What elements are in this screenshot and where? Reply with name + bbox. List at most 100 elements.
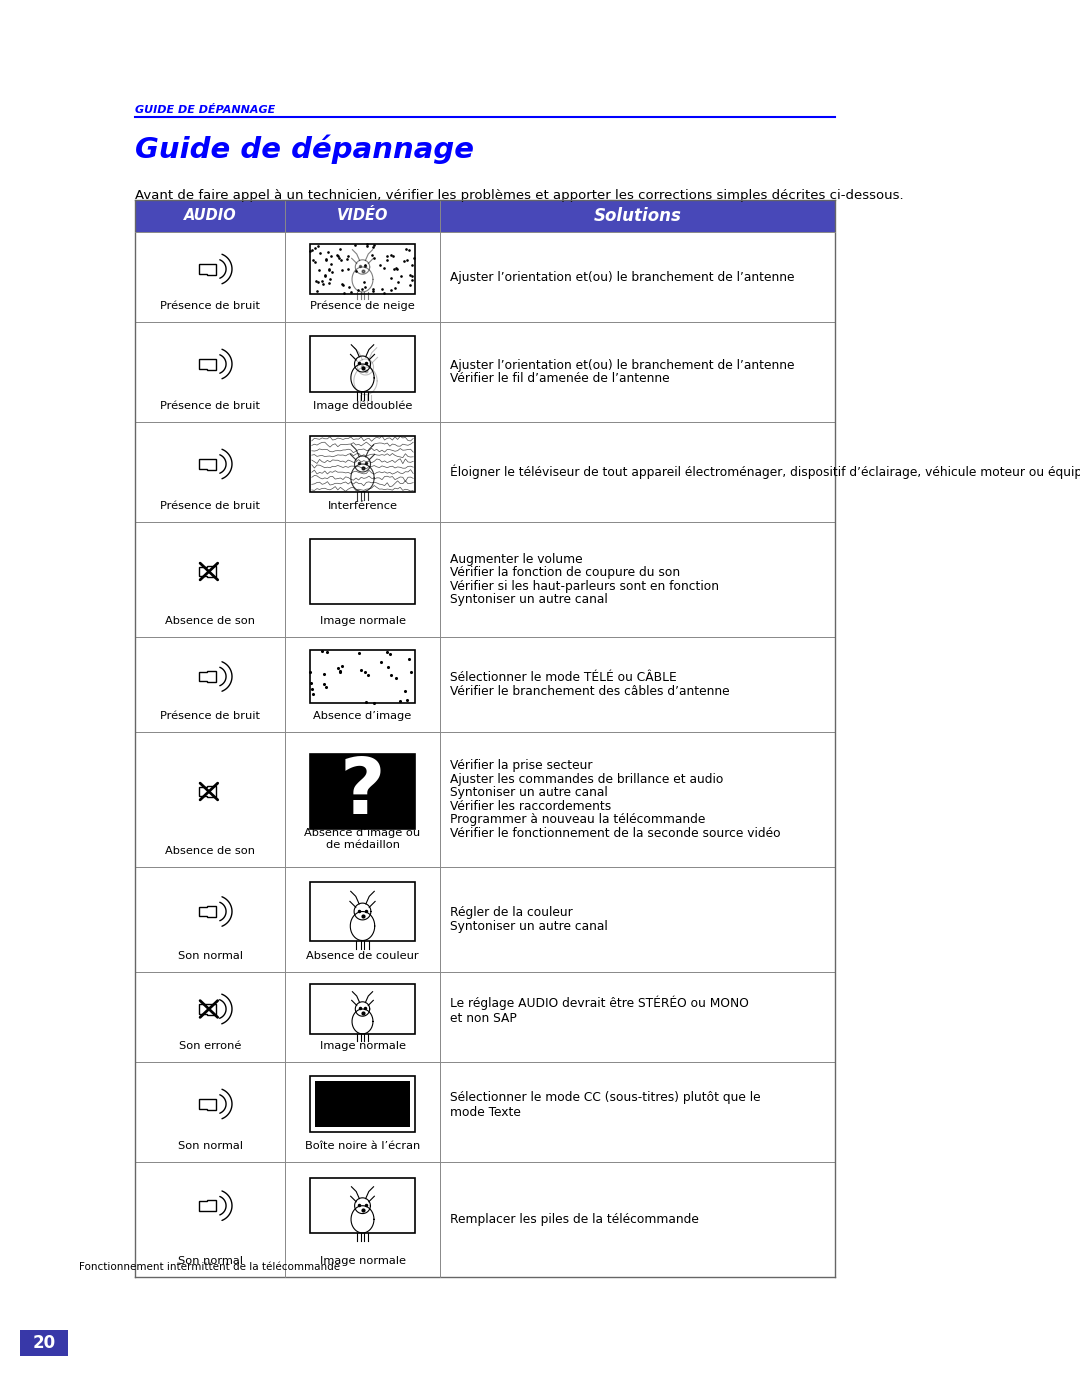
Point xyxy=(382,267,400,289)
Point xyxy=(356,661,374,683)
Point xyxy=(316,264,334,286)
Point xyxy=(305,249,322,271)
Point xyxy=(329,246,347,268)
Point xyxy=(347,233,364,256)
Point xyxy=(332,661,349,683)
Text: Sélectionner le mode TÉLÉ ou CÂBLE: Sélectionner le mode TÉLÉ ou CÂBLE xyxy=(450,671,677,685)
Text: Son erroné: Son erroné xyxy=(179,1041,241,1051)
Point xyxy=(310,258,327,281)
Point xyxy=(399,249,416,271)
Text: Remplacer les piles de la télécommande: Remplacer les piles de la télécommande xyxy=(450,1213,699,1227)
Bar xyxy=(314,1081,410,1127)
Point xyxy=(334,655,351,678)
Text: Régler de la couleur: Régler de la couleur xyxy=(450,907,572,919)
Point xyxy=(319,240,336,263)
Point xyxy=(397,237,415,260)
Polygon shape xyxy=(199,1003,216,1014)
Point xyxy=(328,244,346,267)
Point xyxy=(378,244,395,267)
Point xyxy=(313,270,330,292)
Point xyxy=(330,247,348,270)
Point xyxy=(379,657,396,679)
Text: Absence d’image: Absence d’image xyxy=(313,711,411,721)
Text: Vérifier la prise secteur: Vérifier la prise secteur xyxy=(450,759,593,773)
Point xyxy=(402,264,419,286)
Point xyxy=(378,249,395,271)
Text: Son normal: Son normal xyxy=(177,951,243,961)
Text: Son normal: Son normal xyxy=(177,1141,243,1151)
Point xyxy=(315,264,333,286)
Point xyxy=(404,268,421,291)
Point xyxy=(359,233,376,256)
Point xyxy=(372,254,389,277)
Point xyxy=(389,271,406,293)
Point xyxy=(399,689,416,711)
Text: GUIDE DE DÉPANNAGE: GUIDE DE DÉPANNAGE xyxy=(135,105,275,115)
Bar xyxy=(135,522,835,637)
Text: Vérifier la fonction de coupure du son: Vérifier la fonction de coupure du son xyxy=(450,566,680,580)
Point xyxy=(321,257,338,279)
Point xyxy=(332,659,349,682)
Point xyxy=(301,240,319,263)
Point xyxy=(402,661,419,683)
Bar xyxy=(310,244,415,295)
Point xyxy=(364,281,381,303)
Text: Présence de bruit: Présence de bruit xyxy=(160,300,260,312)
Point xyxy=(334,258,351,281)
Bar xyxy=(310,1178,415,1234)
Point xyxy=(301,661,319,683)
Point xyxy=(391,690,408,712)
Point xyxy=(336,282,353,305)
Text: Absence de son: Absence de son xyxy=(165,616,255,626)
Text: Présence de bruit: Présence de bruit xyxy=(160,502,260,511)
Point xyxy=(356,277,374,299)
Text: Vérifier si les haut-parleurs sont en fonction: Vérifier si les haut-parleurs sont en fo… xyxy=(450,580,719,592)
Polygon shape xyxy=(199,787,216,798)
Polygon shape xyxy=(199,907,216,916)
Point xyxy=(306,236,323,258)
Text: Avant de faire appel à un technicien, vérifier les problèmes et apporter les cor: Avant de faire appel à un technicien, vé… xyxy=(135,189,904,203)
Point xyxy=(372,651,389,673)
Bar xyxy=(310,983,415,1034)
Point xyxy=(382,664,400,686)
Point xyxy=(322,253,339,275)
Point xyxy=(342,281,360,303)
Polygon shape xyxy=(199,264,216,274)
Point xyxy=(403,254,420,277)
Text: AUDIO: AUDIO xyxy=(184,208,237,224)
Point xyxy=(376,257,393,279)
Text: Augmenter le volume: Augmenter le volume xyxy=(450,553,582,566)
Bar xyxy=(310,436,415,492)
Point xyxy=(359,235,376,257)
Point xyxy=(309,271,326,293)
Point xyxy=(348,260,365,282)
Point xyxy=(351,641,368,664)
Bar xyxy=(310,650,415,703)
Polygon shape xyxy=(199,566,216,577)
Text: Éloigner le téléviseur de tout appareil électroménager, dispositif d’éclairage, : Éloigner le téléviseur de tout appareil … xyxy=(450,465,1080,479)
Point xyxy=(396,679,414,701)
Polygon shape xyxy=(199,671,216,682)
Point xyxy=(318,676,335,698)
Text: Image normale: Image normale xyxy=(320,616,405,626)
Bar xyxy=(310,539,415,604)
Text: ?: ? xyxy=(340,753,386,830)
Point xyxy=(334,274,351,296)
Point xyxy=(339,244,356,267)
Polygon shape xyxy=(199,1200,216,1211)
Bar xyxy=(135,321,835,422)
Text: Guide de dépannage: Guide de dépannage xyxy=(135,134,474,163)
Point xyxy=(305,683,322,705)
Text: Fonctionnement intermittent de la télécommande: Fonctionnement intermittent de la téléco… xyxy=(80,1261,340,1273)
Point xyxy=(378,641,395,664)
Point xyxy=(309,235,326,257)
Point xyxy=(339,247,356,270)
Point xyxy=(322,268,339,291)
Point xyxy=(355,271,373,293)
Text: Sélectionner le mode CC (sous-titres) plutôt que le
mode Texte: Sélectionner le mode CC (sous-titres) pl… xyxy=(450,1091,760,1119)
Bar xyxy=(135,422,835,522)
Point xyxy=(388,666,405,689)
Point xyxy=(356,254,374,277)
Point xyxy=(365,692,382,714)
Text: Son normal: Son normal xyxy=(177,1256,243,1266)
